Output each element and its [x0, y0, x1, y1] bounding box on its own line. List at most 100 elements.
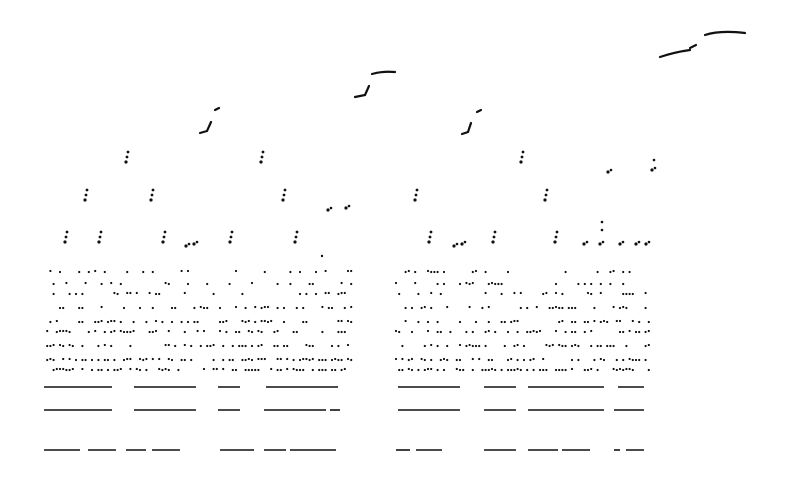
dot [170, 358, 174, 362]
dot-rows [44, 150, 657, 451]
dot [599, 357, 602, 361]
dot [436, 320, 439, 324]
dot [238, 344, 241, 348]
dot [599, 344, 602, 348]
dot [257, 368, 260, 372]
dot [631, 368, 634, 372]
dot [260, 330, 263, 334]
dot [212, 367, 215, 371]
stroke-mark [198, 120, 213, 135]
dot [542, 368, 545, 372]
dot [292, 330, 295, 334]
dot [622, 282, 625, 286]
dot [558, 343, 561, 347]
dot [212, 358, 215, 362]
dot [257, 357, 260, 361]
dot [401, 344, 404, 348]
dot [113, 368, 116, 372]
dot [622, 270, 625, 274]
dot [247, 319, 250, 323]
dot [196, 320, 199, 324]
dot [458, 320, 462, 324]
dot [311, 368, 314, 372]
dot [442, 282, 446, 286]
dot [554, 282, 558, 286]
dot [230, 230, 234, 234]
dot [244, 358, 247, 362]
dot [596, 270, 599, 274]
dot [625, 306, 628, 310]
dot [126, 291, 129, 295]
dot [193, 306, 196, 310]
dot [150, 193, 154, 197]
dot [401, 357, 404, 361]
dot [167, 368, 170, 372]
dot [97, 320, 100, 324]
dot [81, 358, 84, 362]
dot [634, 358, 638, 362]
dot [625, 344, 628, 348]
dot [55, 367, 58, 371]
dot [606, 170, 610, 174]
dot [98, 235, 102, 239]
dot [270, 367, 273, 371]
dot [561, 319, 564, 323]
dot [282, 320, 286, 324]
dot [554, 235, 558, 239]
dot [247, 329, 250, 333]
dot [281, 198, 285, 202]
dot [538, 329, 542, 333]
dot [282, 306, 286, 310]
dot [417, 320, 420, 324]
dot [129, 357, 132, 361]
dot [145, 368, 148, 372]
dot [321, 305, 324, 309]
dot [231, 358, 234, 362]
dot [126, 150, 130, 154]
dot [570, 306, 574, 310]
dot [192, 242, 196, 246]
dot [298, 358, 302, 362]
stroke-mark [475, 108, 483, 114]
dot [58, 270, 62, 274]
dot [410, 357, 414, 361]
dot [193, 320, 196, 324]
dot [618, 242, 622, 246]
dot [503, 320, 506, 324]
dot [574, 343, 577, 347]
dot [503, 344, 506, 348]
dot [314, 270, 318, 274]
dot [263, 357, 266, 361]
dot [548, 344, 551, 348]
dot [286, 344, 289, 348]
dot [460, 242, 464, 246]
dot [484, 368, 487, 372]
dot [64, 235, 68, 239]
dot [618, 319, 622, 323]
dot [286, 357, 289, 361]
dot [622, 330, 625, 334]
dot [52, 358, 55, 362]
dot [218, 306, 222, 310]
dot [305, 292, 308, 296]
dot [631, 292, 634, 296]
dot [516, 358, 519, 362]
dot [545, 368, 548, 372]
dot [125, 155, 129, 159]
dot [590, 329, 593, 333]
dot [257, 329, 260, 333]
dot [138, 357, 142, 361]
dot [516, 343, 519, 347]
dot [590, 282, 593, 286]
dot [49, 269, 52, 273]
dot [618, 330, 622, 334]
dot [494, 330, 497, 334]
dot [618, 306, 622, 310]
dot [135, 367, 138, 371]
dot [647, 240, 651, 244]
dot [343, 291, 346, 295]
dot [138, 368, 142, 372]
dot [311, 282, 314, 286]
dot [276, 329, 279, 333]
